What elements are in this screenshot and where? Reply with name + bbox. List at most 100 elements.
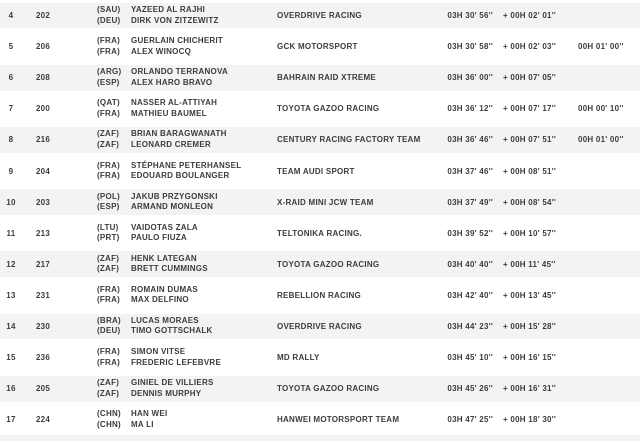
category-badge-slot [66, 68, 83, 88]
time-cell: 03H 45' 26'' [447, 384, 493, 394]
car-number-cell: 205 [35, 384, 51, 394]
table-row[interactable]: 6 208 (ARG) ORLANDO TERRANOVA (ESP) ALEX… [0, 64, 640, 91]
driver-country-code: (QAT) [97, 98, 120, 108]
position-cell: 14 [6, 321, 16, 331]
table-row[interactable]: 5 206 (FRA) GUERLAIN CHICHERIT (FRA) ALE… [0, 33, 640, 60]
driver-country-code: (ARG) [97, 67, 122, 77]
time-cell: 03H 37' 46'' [447, 166, 493, 176]
position-cell: 11 [6, 228, 16, 238]
category-badge-slot [66, 348, 83, 368]
team-cell: GCK MOTORSPORT [277, 42, 358, 52]
table-row-wrap: 6 208 (ARG) ORLANDO TERRANOVA (ESP) ALEX… [0, 62, 640, 93]
table-row-wrap: 16 205 (ZAF) GINIEL DE VILLIERS (ZAF) DE… [0, 373, 640, 404]
time-cell: 03H 30' 58'' [447, 42, 493, 52]
category-badge-slot [66, 285, 83, 305]
crew-cell: (QAT) NASSER AL-ATTIYAH (FRA) MATHIEU BA… [97, 98, 277, 119]
table-row[interactable]: 12 217 (ZAF) HENK LATEGAN (ZAF) BRETT CU… [0, 251, 640, 278]
codriver-line: (DEU) TIMO GOTTSCHALK [97, 326, 277, 337]
table-row-wrap: 12 217 (ZAF) HENK LATEGAN (ZAF) BRETT CU… [0, 249, 640, 280]
table-row[interactable]: 7 200 (QAT) NASSER AL-ATTIYAH (FRA) MATH… [0, 95, 640, 122]
gap-cell: + 00H 10' 57'' [503, 228, 557, 238]
codriver-name: LEONARD CREMER [131, 139, 211, 149]
driver-line: (SAU) YAZEED AL RAJHI [97, 5, 277, 16]
team-cell: TOYOTA GAZOO RACING [277, 384, 380, 394]
driver-line: (QAT) NASSER AL-ATTIYAH [97, 98, 277, 109]
table-row[interactable]: 15 236 (FRA) SIMON VITSE (FRA) FREDERIC … [0, 344, 640, 371]
table-row[interactable]: 9 204 (FRA) STÉPHANE PETERHANSEL (FRA) E… [0, 158, 640, 184]
crew-cell: (BRA) LUCAS MORAES (DEU) TIMO GOTTSCHALK [97, 316, 277, 337]
crew-cell: (FRA) ROMAIN DUMAS (FRA) MAX DELFINO [97, 285, 277, 306]
category-badge-slot [66, 37, 83, 57]
table-row[interactable]: 10 203 (POL) JAKUB PRZYGONSKI (ESP) ARMA… [0, 189, 640, 216]
driver-name: NASSER AL-ATTIYAH [131, 98, 218, 108]
gap-cell: + 00H 02' 03'' [503, 42, 557, 52]
car-number-cell: 200 [35, 104, 51, 114]
codriver-line: (DEU) DIRK VON ZITZEWITZ [97, 16, 277, 27]
car-number-cell: 206 [35, 42, 51, 52]
table-row[interactable]: 17 224 (CHN) HAN WEI (CHN) MA LI HANWEI … [0, 406, 640, 433]
time-cell: 03H 36' 00'' [447, 73, 493, 83]
codriver-line: (ZAF) LEONARD CREMER [97, 140, 277, 151]
codriver-name: BRETT CUMMINGS [131, 264, 208, 274]
table-row[interactable]: 11 213 (LTU) VAIDOTAS ZALA (PRT) PAULO F… [0, 220, 640, 247]
position-cell: 7 [8, 104, 14, 114]
driver-country-code: (CHN) [97, 409, 121, 419]
crew-cell: (ZAF) BRIAN BARAGWANATH (ZAF) LEONARD CR… [97, 129, 277, 150]
table-row-wrap: 7 200 (QAT) NASSER AL-ATTIYAH (FRA) MATH… [0, 93, 640, 124]
codriver-line: (CHN) MA LI [97, 420, 277, 431]
position-cell: 12 [6, 259, 16, 269]
car-number-cell: 217 [35, 259, 51, 269]
table-row[interactable]: 13 231 (FRA) ROMAIN DUMAS (FRA) MAX DELF… [0, 282, 640, 309]
codriver-name: DIRK VON ZITZEWITZ [131, 15, 219, 25]
position-cell: 16 [6, 384, 16, 394]
crew-cell: (ZAF) GINIEL DE VILLIERS (ZAF) DENNIS MU… [97, 378, 277, 399]
table-row-wrap: 8 216 (ZAF) BRIAN BARAGWANATH (ZAF) LEON… [0, 124, 640, 155]
driver-name: YAZEED AL RAJHI [131, 5, 206, 15]
driver-name: JAKUB PRZYGONSKI [131, 191, 218, 201]
codriver-country-code: (FRA) [97, 108, 121, 118]
driver-country-code: (POL) [97, 191, 121, 201]
time-cell: 03H 42' 40'' [447, 290, 493, 300]
position-cell: 9 [8, 166, 14, 176]
table-row[interactable]: 14 230 (BRA) LUCAS MORAES (DEU) TIMO GOT… [0, 313, 640, 340]
codriver-name: ALEX WINOCQ [131, 46, 192, 56]
gap-cell: + 00H 16' 31'' [503, 384, 557, 394]
codriver-country-code: (ZAF) [97, 388, 120, 398]
team-cell: X-RAID MINI JCW TEAM [277, 197, 374, 207]
codriver-line: (FRA) MAX DELFINO [97, 295, 277, 306]
crew-cell: (SAU) YAZEED AL RAJHI (DEU) DIRK VON ZIT… [97, 5, 277, 26]
category-badge-slot [66, 192, 83, 212]
driver-name: LUCAS MORAES [131, 315, 199, 325]
time-cell: 03H 45' 10'' [447, 353, 493, 363]
codriver-line: (FRA) MATHIEU BAUMEL [97, 109, 277, 120]
category-badge-slot [66, 410, 83, 430]
position-cell: 10 [6, 197, 16, 207]
team-cell: REBELLION RACING [277, 290, 361, 300]
codriver-line: (FRA) FREDERIC LEFEBVRE [97, 358, 277, 369]
codriver-country-code: (PRT) [97, 233, 120, 243]
codriver-name: MATHIEU BAUMEL [131, 108, 207, 118]
codriver-line: (FRA) EDOUARD BOULANGER [97, 171, 277, 182]
table-row[interactable]: 8 216 (ZAF) BRIAN BARAGWANATH (ZAF) LEON… [0, 126, 640, 153]
penalty-cell: 00H 01' 00'' [578, 42, 624, 52]
codriver-name: PAULO FIUZA [131, 233, 187, 243]
driver-name: HAN WEI [131, 409, 168, 419]
codriver-country-code: (CHN) [97, 419, 121, 429]
crew-cell: (POL) JAKUB PRZYGONSKI (ESP) ARMAND MONL… [97, 192, 277, 213]
table-row[interactable]: 4 202 (SAU) YAZEED AL RAJHI (DEU) DIRK V… [0, 2, 640, 29]
driver-name: VAIDOTAS ZALA [131, 222, 198, 232]
car-number-cell: 216 [35, 135, 51, 145]
gap-cell: + 00H 11' 45'' [503, 259, 556, 269]
driver-country-code: (FRA) [97, 284, 121, 294]
codriver-country-code: (ESP) [97, 202, 120, 212]
codriver-name: ARMAND MONLEON [131, 202, 214, 212]
table-row[interactable]: 16 205 (ZAF) GINIEL DE VILLIERS (ZAF) DE… [0, 375, 640, 402]
time-cell: 03H 47' 25'' [447, 415, 493, 425]
driver-name: ORLANDO TERRANOVA [131, 67, 228, 77]
driver-name: SIMON VITSE [131, 347, 186, 357]
codriver-country-code: (ZAF) [97, 264, 120, 274]
codriver-line: (ZAF) BRETT CUMMINGS [97, 264, 277, 275]
crew-cell: (LTU) VAIDOTAS ZALA (PRT) PAULO FIUZA [97, 223, 277, 244]
gap-cell: + 00H 08' 54'' [503, 197, 557, 207]
